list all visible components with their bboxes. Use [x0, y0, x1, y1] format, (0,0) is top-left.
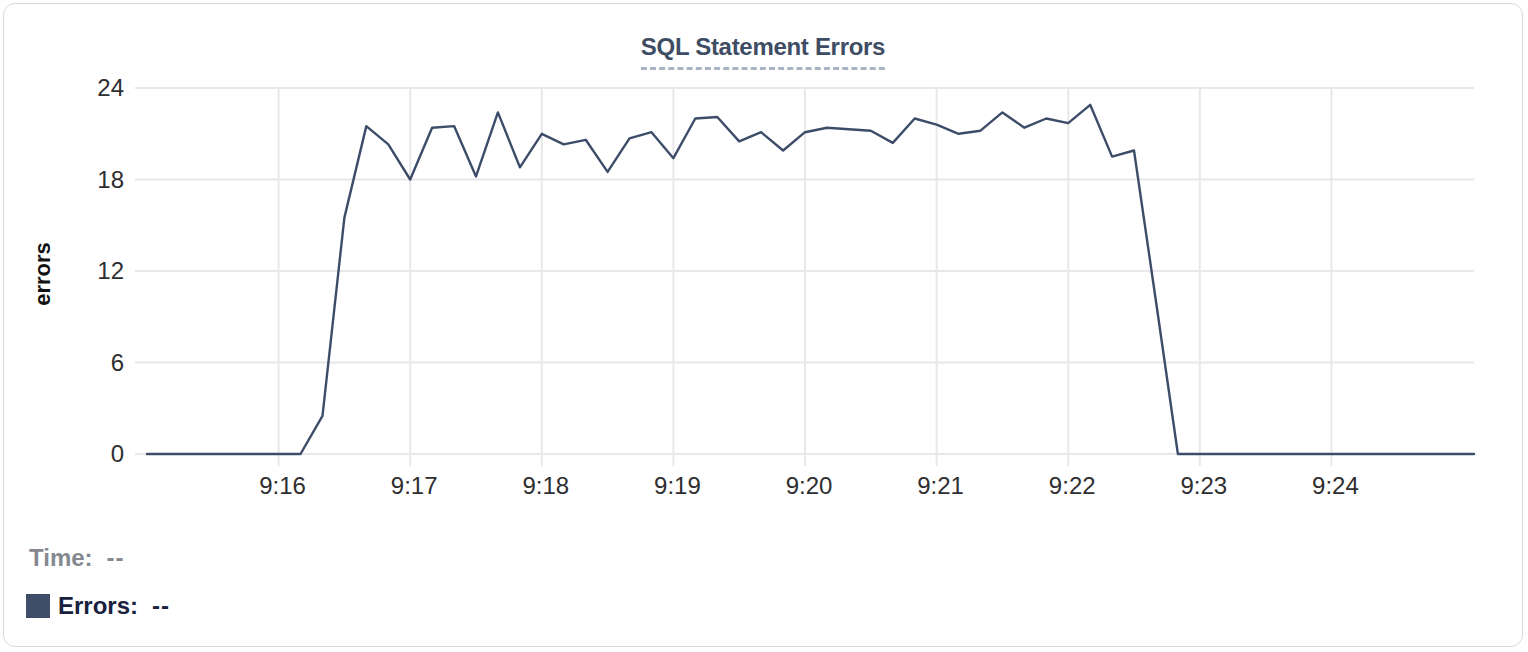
- time-label: Time:: [29, 544, 93, 572]
- x-tick-label: 9:16: [259, 472, 306, 499]
- y-axis-label: errors: [30, 242, 55, 306]
- errors-series-line: [147, 105, 1474, 454]
- errors-readout-row: Errors: --: [26, 592, 170, 620]
- y-tick-label: 24: [97, 74, 124, 101]
- errors-value: --: [152, 592, 170, 620]
- x-tick-label: 9:24: [1312, 472, 1359, 499]
- time-readout-row: Time: --: [29, 544, 125, 572]
- time-value: --: [107, 544, 125, 572]
- errors-series-swatch-icon: [26, 594, 50, 618]
- x-tick-label: 9:17: [391, 472, 438, 499]
- x-tick-label: 9:18: [522, 472, 569, 499]
- errors-label: Errors:: [58, 592, 138, 620]
- x-tick-label: 9:22: [1049, 472, 1096, 499]
- y-tick-label: 0: [111, 440, 124, 467]
- x-tick-label: 9:20: [786, 472, 833, 499]
- y-tick-label: 12: [97, 257, 124, 284]
- y-tick-label: 6: [111, 349, 124, 376]
- x-tick-label: 9:19: [654, 472, 701, 499]
- chart-card: SQL Statement Errors 061218249:169:179:1…: [3, 3, 1523, 647]
- errors-line-chart[interactable]: 0 6 12 18 24 9:16 9:17 9:18 9:19 9:20 9:21 9:22 9:23…: [4, 4, 1528, 652]
- y-tick-label: 18: [97, 166, 124, 193]
- x-tick-label: 9:23: [1180, 472, 1227, 499]
- x-tick-label: 9:21: [917, 472, 964, 499]
